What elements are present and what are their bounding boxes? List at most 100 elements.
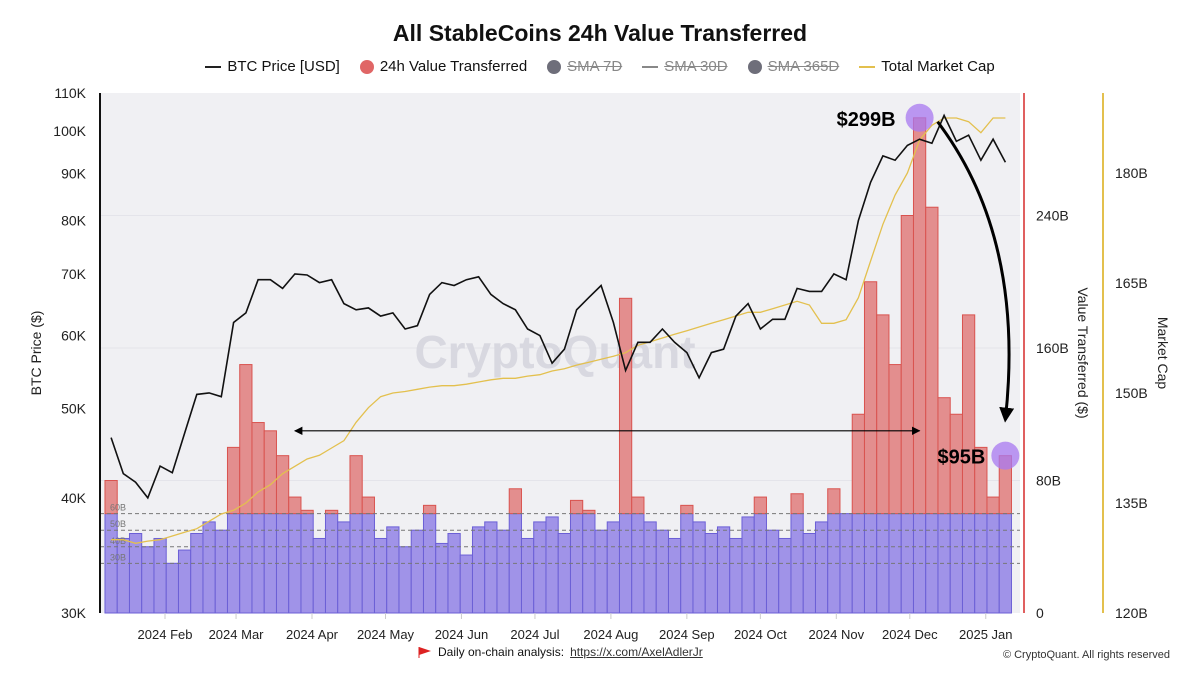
legend-item-sma-30d[interactable]: SMA 30D	[642, 58, 728, 75]
bar-below-threshold	[729, 537, 743, 614]
legend-item-sma-365d[interactable]: SMA 365D	[747, 58, 840, 75]
bar-below-threshold	[741, 516, 755, 614]
bar-below-threshold	[214, 529, 228, 614]
left-axis-title: BTC Price ($)	[28, 311, 44, 396]
x-tick-label: 2024 Jul	[510, 627, 559, 642]
bar-above-threshold	[888, 364, 902, 515]
bar-above-threshold	[263, 430, 277, 515]
bar-below-threshold	[373, 537, 388, 614]
bar-above-threshold	[251, 422, 265, 515]
bar-above-threshold	[680, 504, 694, 515]
x-tick-label: 2025 Jan	[959, 627, 1013, 642]
bar-below-threshold	[520, 537, 535, 614]
dot-swatch-icon	[547, 59, 562, 74]
bar-below-threshold	[606, 521, 620, 614]
bar-above-threshold	[863, 281, 878, 515]
x-tick-label: 2024 Dec	[882, 627, 938, 642]
bar-below-threshold	[778, 537, 792, 614]
value-tick-label: 240B	[1036, 208, 1069, 224]
x-tick-label: 2024 Sep	[659, 627, 715, 642]
market-cap-tick-label: 150B	[1115, 385, 1148, 401]
left-tick-label: 30K	[61, 605, 87, 621]
bar-below-threshold	[655, 529, 669, 614]
reference-line-label: 50B	[110, 519, 126, 529]
value-axis-title: Value Transferred ($)	[1075, 287, 1091, 418]
bar-above-threshold	[349, 455, 363, 515]
legend-item-btc-price[interactable]: BTC Price [USD]	[205, 58, 340, 75]
left-tick-label: 110K	[54, 85, 86, 101]
left-tick-label: 90K	[61, 165, 87, 181]
reference-line-label: 30B	[110, 552, 126, 562]
line-swatch-icon	[642, 65, 659, 68]
left-tick-label: 60K	[61, 328, 87, 344]
bar-above-threshold	[631, 496, 645, 515]
value-transferred-bars	[104, 117, 1012, 614]
bar-below-threshold	[435, 542, 449, 614]
copyright: © CryptoQuant. All rights reserved	[1002, 649, 1170, 661]
bar-above-threshold	[925, 206, 939, 515]
left-tick-label: 70K	[61, 266, 87, 282]
market-cap-line	[111, 117, 1006, 544]
bar-below-threshold	[814, 521, 829, 614]
legend: BTC Price [USD] 24h Value Transferred SM…	[0, 58, 1200, 75]
bar-above-threshold	[104, 480, 118, 515]
value-tick-label: 80B	[1036, 473, 1061, 489]
bar-above-threshold	[422, 504, 437, 515]
bar-below-threshold	[153, 537, 167, 614]
bar-above-threshold	[986, 496, 1000, 515]
footer: Daily on-chain analysis: https://x.com/A…	[418, 645, 703, 659]
bar-above-threshold	[900, 215, 914, 515]
bar-above-threshold	[288, 496, 302, 515]
dot-swatch-icon	[359, 59, 374, 74]
bar-below-threshold	[190, 533, 204, 614]
bar-above-threshold	[753, 496, 767, 515]
left-tick-label: 40K	[61, 490, 87, 506]
bar-above-threshold	[961, 314, 976, 515]
bar-below-threshold	[484, 521, 498, 614]
bar-below-threshold	[496, 529, 510, 614]
bar-below-threshold	[410, 529, 424, 614]
watermark-logo: CryptoQuant	[414, 326, 695, 378]
bar-below-threshold	[177, 549, 192, 614]
x-tick-label: 2024 Mar	[209, 627, 265, 642]
x-tick-label: 2024 Jun	[435, 627, 489, 642]
bar-below-threshold	[545, 516, 559, 614]
bar-below-threshold	[692, 521, 706, 614]
bar-below-threshold	[337, 521, 351, 614]
reference-line-label: 40B	[110, 536, 126, 546]
legend-item-market-cap[interactable]: Total Market Cap	[859, 58, 995, 75]
bar-below-threshold	[557, 533, 571, 614]
bar-below-threshold	[447, 533, 461, 614]
bar-below-threshold	[667, 537, 682, 614]
bar-above-threshold	[974, 446, 988, 515]
market-cap-tick-label: 120B	[1115, 605, 1148, 621]
left-tick-label: 50K	[61, 401, 87, 417]
value-tick-label: 160B	[1036, 340, 1069, 356]
chart-title: All StableCoins 24h Value Transferred	[392, 20, 808, 46]
bar-below-threshold	[533, 521, 547, 614]
bar-below-threshold	[165, 562, 179, 614]
legend-label: SMA 30D	[664, 58, 728, 75]
bar-above-threshold	[618, 297, 633, 515]
bar-above-threshold	[569, 499, 584, 515]
left-tick-label: 80K	[61, 212, 87, 228]
legend-item-sma-7d[interactable]: SMA 7D	[547, 58, 622, 75]
x-tick-label: 2024 Oct	[734, 627, 787, 642]
bar-above-threshold	[912, 117, 927, 515]
footer-text: Daily on-chain analysis:	[438, 645, 565, 659]
legend-label: Total Market Cap	[881, 58, 995, 75]
bar-below-threshold	[202, 521, 216, 614]
legend-item-value-transferred[interactable]: 24h Value Transferred	[359, 58, 528, 75]
market-cap-tick-label: 180B	[1115, 165, 1148, 181]
bar-below-threshold	[128, 533, 143, 614]
x-tick-label: 2024 Feb	[138, 627, 193, 642]
legend-label: BTC Price [USD]	[227, 58, 340, 75]
legend-label: 24h Value Transferred	[379, 58, 528, 75]
footer-link[interactable]: https://x.com/AxelAdlerJr	[570, 645, 703, 659]
legend-label: SMA 365D	[767, 58, 840, 75]
x-tick-label: 2024 Aug	[583, 627, 638, 642]
bar-below-threshold	[386, 526, 400, 614]
bar-below-threshold	[594, 529, 608, 614]
x-tick-label: 2024 Apr	[286, 627, 339, 642]
